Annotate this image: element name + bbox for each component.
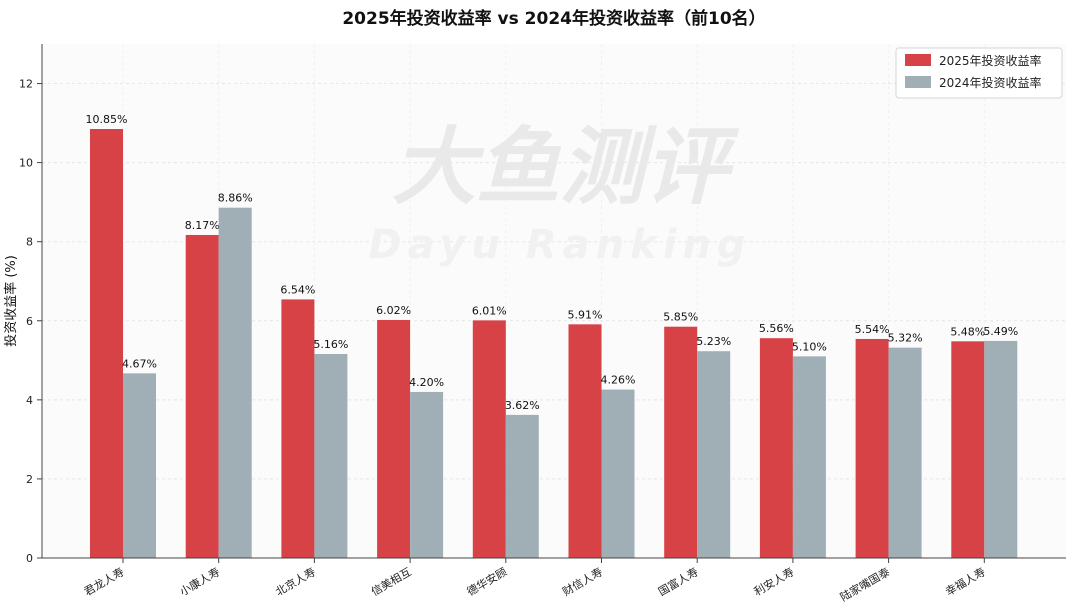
legend: 2025年投资收益率 2024年投资收益率 (895, 47, 1063, 99)
data-label: 4.67% (122, 357, 157, 370)
legend-swatch (905, 54, 931, 66)
y-tick-label: 2 (26, 473, 33, 486)
data-label: 5.49% (983, 325, 1018, 338)
bar-2024 (792, 356, 826, 558)
legend-box (895, 47, 1063, 99)
bar-2025 (90, 129, 123, 558)
bar-2025 (185, 234, 219, 558)
data-label: 4.20% (409, 376, 444, 389)
bar-2024 (601, 389, 635, 558)
bar-2025 (377, 319, 411, 558)
data-label: 3.62% (505, 399, 540, 412)
bar-2025 (568, 324, 602, 558)
data-label: 5.23% (696, 335, 731, 348)
data-label: 6.01% (472, 304, 507, 317)
bar-2025 (281, 299, 315, 558)
data-label: 5.10% (792, 340, 827, 353)
bar-2025 (664, 326, 698, 558)
bar-2024 (218, 207, 252, 559)
bar-2025 (855, 338, 889, 558)
watermark: 大鱼测评 Dayu Ranking (368, 118, 751, 268)
bar-2024 (505, 414, 539, 558)
y-tick-label: 12 (19, 78, 33, 91)
data-label: 5.91% (568, 308, 603, 321)
watermark-cn: 大鱼测评 (392, 118, 740, 216)
data-label: 5.16% (313, 338, 348, 351)
data-label: 8.17% (185, 219, 220, 232)
data-label: 4.26% (601, 374, 636, 387)
axes (41, 44, 1066, 559)
y-tick-label: 0 (26, 552, 33, 565)
data-label: 5.56% (759, 322, 794, 335)
bar-2025 (951, 341, 985, 558)
chart-title: 2025年投资收益率 vs 2024年投资收益率（前10名） (342, 8, 765, 29)
data-label: 5.85% (663, 311, 698, 324)
bar-2024 (888, 347, 922, 558)
data-label: 6.54% (280, 283, 315, 296)
data-label: 5.54% (855, 323, 890, 336)
y-axis-label: 投资收益率 (%) (3, 255, 19, 347)
data-label: 5.32% (888, 332, 923, 345)
bar-2024 (697, 351, 731, 558)
bar-2025 (759, 338, 793, 558)
bar-2024 (984, 340, 1018, 558)
y-tick-label: 10 (19, 157, 33, 170)
legend-label: 2024年投资收益率 (939, 75, 1042, 90)
data-label: 6.02% (376, 304, 411, 317)
bar-2024 (314, 353, 348, 558)
data-label: 10.85% (86, 113, 128, 126)
data-label: 8.86% (218, 192, 253, 205)
y-tick-label: 6 (26, 315, 33, 328)
y-tick-label: 4 (26, 394, 33, 407)
bars: 10.85% 8.17% 6.54% 6.02% 6.01% 5.91% 5.85% 5.56… (86, 113, 1018, 559)
legend-label: 2025年投资收益率 (939, 53, 1042, 68)
legend-swatch (905, 76, 931, 88)
bar-2024 (410, 391, 444, 558)
y-tick-label: 8 (26, 236, 33, 249)
y-ticks: 0 2 4 6 8 10 12 (19, 78, 42, 565)
watermark-en: Dayu Ranking (368, 222, 751, 268)
bar-2025 (472, 320, 506, 558)
bar-2024 (123, 373, 156, 558)
data-label: 5.48% (950, 325, 985, 338)
